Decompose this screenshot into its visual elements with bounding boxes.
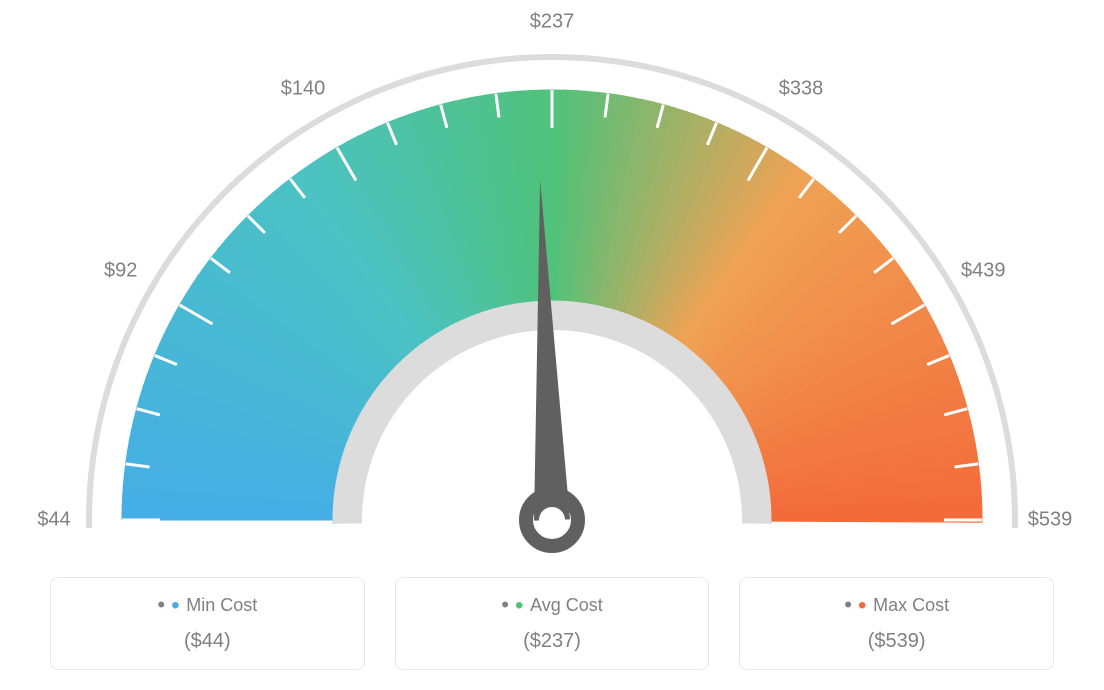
gauge-tick-label: $237 [530, 11, 575, 34]
legend-value-max: ($539) [750, 630, 1043, 653]
gauge-svg [0, 0, 1104, 560]
legend-label-min: • Min Cost [61, 592, 354, 620]
gauge-tick-label: $439 [961, 260, 1006, 283]
gauge-tick-label: $92 [104, 260, 137, 283]
legend-value-avg: ($237) [406, 630, 699, 653]
gauge-chart: $44 $92 $140 $237 $338 $439 $539 [0, 0, 1104, 560]
legend-card-min: • Min Cost ($44) [50, 577, 365, 670]
legend-card-max: • Max Cost ($539) [739, 577, 1054, 670]
legend-label-max: • Max Cost [750, 592, 1043, 620]
gauge-tick-label: $140 [281, 77, 326, 100]
gauge-tick-label: $338 [779, 77, 824, 100]
legend-value-min: ($44) [61, 630, 354, 653]
gauge-tick-label: $44 [37, 509, 70, 532]
legend-label-avg: • Avg Cost [406, 592, 699, 620]
legend-row: • Min Cost ($44) • Avg Cost ($237) • Max… [0, 577, 1104, 670]
legend-card-avg: • Avg Cost ($237) [395, 577, 710, 670]
gauge-tick-label: $539 [1028, 509, 1073, 532]
